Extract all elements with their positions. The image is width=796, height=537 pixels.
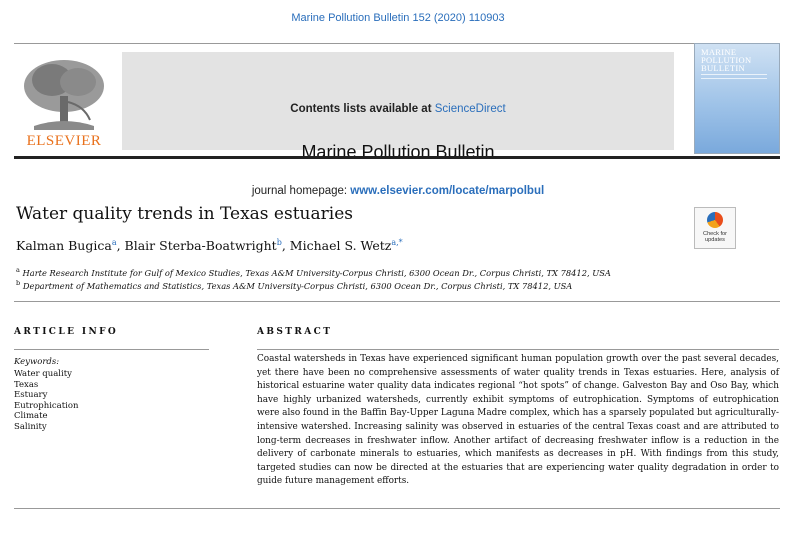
- keyword: Estuary: [14, 390, 48, 401]
- divider: [14, 349, 209, 350]
- affiliation-mark: b: [16, 279, 21, 287]
- author-affiliation-mark[interactable]: a: [111, 237, 117, 247]
- keyword: Texas: [14, 379, 39, 390]
- affiliation-text: Harte Research Institute for Gulf of Mex…: [22, 267, 611, 278]
- article-info-heading: ARTICLE INFO: [14, 327, 119, 337]
- author-name[interactable]: Kalman Bugica: [16, 238, 112, 253]
- author-name[interactable]: Blair Sterba-Boatwright: [124, 238, 277, 253]
- keyword: Water quality: [14, 369, 72, 379]
- affiliation-text: Department of Mathematics and Statistics…: [22, 280, 573, 291]
- keyword: Salinity: [14, 421, 47, 432]
- header-divider: [14, 156, 780, 159]
- divider: [14, 43, 780, 44]
- affiliation: a Harte Research Institute for Gulf of M…: [16, 266, 611, 278]
- journal-cover[interactable]: MARINE POLLUTION BULLETIN: [694, 43, 780, 154]
- keywords-label: Keywords:: [14, 357, 60, 367]
- keyword: Eutrophication: [14, 400, 79, 411]
- sciencedirect-link[interactable]: ScienceDirect: [434, 103, 506, 115]
- affiliation: b Department of Mathematics and Statisti…: [16, 279, 572, 291]
- author-affiliation-mark[interactable]: b: [276, 237, 282, 247]
- divider: [257, 349, 779, 350]
- journal-citation[interactable]: Marine Pollution Bulletin 152 (2020) 110…: [291, 12, 505, 24]
- elsevier-tree-logo: [14, 52, 114, 150]
- journal-name: Marine Pollution Bulletin: [301, 142, 495, 162]
- affiliation-mark: a: [16, 266, 20, 274]
- keyword-list: Water quality Texas Estuary Eutrophicati…: [14, 369, 78, 433]
- publisher-name: ELSEVIER: [26, 133, 102, 149]
- cover-title: MARINE POLLUTION BULLETIN: [701, 47, 752, 73]
- keyword: Climate: [14, 411, 48, 422]
- abstract-text: Coastal watersheds in Texas have experie…: [257, 354, 779, 487]
- contents-line: Contents lists available at ScienceDirec…: [122, 103, 674, 115]
- divider: [14, 508, 780, 509]
- divider: [14, 301, 780, 302]
- author-name[interactable]: Michael S. Wetz: [289, 238, 392, 253]
- homepage-link[interactable]: www.elsevier.com/locate/marpolbul: [350, 185, 545, 197]
- check-for-updates-icon: [707, 212, 723, 228]
- article-title: Water quality trends in Texas estuaries: [16, 204, 353, 224]
- cover-rule: [701, 78, 767, 79]
- check-for-updates-button[interactable]: Check for updates: [694, 207, 736, 249]
- journal-banner: Contents lists available at ScienceDirec…: [122, 52, 674, 197]
- check-for-updates-label: Check for updates: [703, 231, 727, 243]
- abstract-heading: ABSTRACT: [257, 327, 333, 337]
- homepage-prefix: journal homepage:: [251, 185, 348, 197]
- contents-prefix: Contents lists available at: [290, 103, 432, 115]
- cover-rule: [701, 74, 767, 75]
- homepage-line: journal homepage: www.elsevier.com/locat…: [122, 185, 674, 197]
- author-affiliation-mark[interactable]: a,*: [391, 237, 403, 247]
- author-list: Kalman Bugicaa, Blair Sterba-Boatwrightb…: [16, 237, 403, 253]
